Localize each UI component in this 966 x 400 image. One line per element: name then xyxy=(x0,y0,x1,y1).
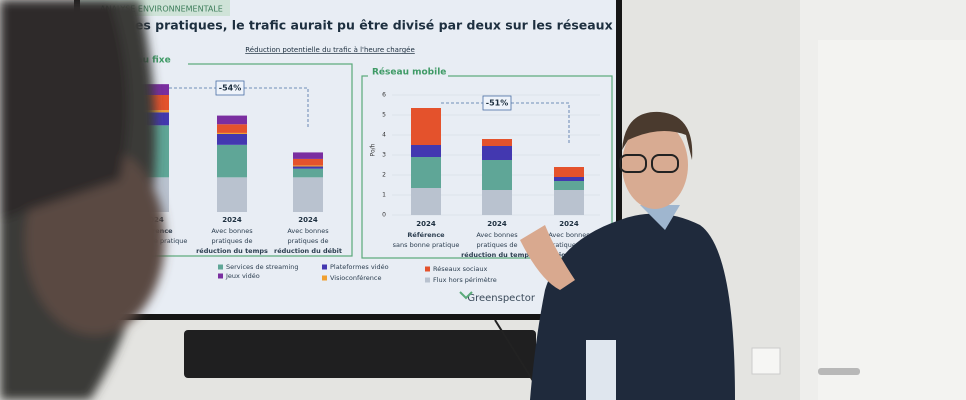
brand: Greenspector xyxy=(467,293,536,304)
bar-segment xyxy=(554,181,584,190)
bar-segment xyxy=(411,145,441,157)
bar-caption: Avec bonnes xyxy=(548,231,590,239)
bar-caption: pratiques de xyxy=(477,241,518,249)
bar-year: 2024 xyxy=(298,216,318,224)
panel-title-bg xyxy=(368,65,448,78)
bar-caption: Avec bonnes xyxy=(287,227,329,235)
bar-segment xyxy=(217,134,247,145)
bar-segment xyxy=(217,144,247,178)
legend-swatch xyxy=(218,273,223,279)
brand-logo xyxy=(459,291,473,300)
reduction-label: -54% xyxy=(219,84,241,93)
door-handle xyxy=(818,368,860,375)
bar-caption: réduction du temps xyxy=(461,251,533,259)
bar-segment xyxy=(139,84,169,95)
bar-segment xyxy=(554,190,584,215)
bar-caption: Référence xyxy=(407,231,445,239)
bar-year: 2024 xyxy=(559,220,579,228)
bar-segment xyxy=(411,108,441,145)
reduction-box xyxy=(482,95,512,111)
legend-label: Services de streaming xyxy=(226,263,299,271)
panel-frame xyxy=(361,75,613,259)
y-tick-label: 3 xyxy=(382,152,386,159)
y-axis-label: Po/h xyxy=(370,143,377,156)
bar-year: 2024 xyxy=(487,220,507,228)
glasses xyxy=(619,154,647,173)
slide-subtitle: Réduction potentielle du trafic à l'heur… xyxy=(245,46,415,54)
bar-segment xyxy=(293,165,323,167)
switch xyxy=(751,347,781,375)
y-tick-label: 4 xyxy=(382,132,386,139)
bar-caption: réduction du débit xyxy=(274,247,342,255)
y-tick-label: 2 xyxy=(382,172,386,179)
presenter-hair xyxy=(622,111,693,160)
reduction-label: -51% xyxy=(486,99,508,108)
panel-title: Réseau mobile xyxy=(372,67,446,78)
legend-swatch xyxy=(425,277,430,283)
glasses xyxy=(651,154,679,173)
screen xyxy=(80,0,616,314)
door-panel xyxy=(818,40,966,400)
foreground-person xyxy=(0,0,165,400)
bar-segment xyxy=(293,168,323,178)
y-tick-label: 6 xyxy=(382,92,386,99)
bar-year: 2024 xyxy=(222,216,242,224)
presenter-shirt xyxy=(640,205,680,230)
bar-segment xyxy=(293,152,323,159)
legend-swatch xyxy=(425,266,430,272)
presenter-jacket xyxy=(530,213,735,400)
legend-swatch xyxy=(218,264,223,270)
bar-caption: pratiques de xyxy=(288,237,329,245)
legend-swatch xyxy=(322,275,327,281)
presenter-head xyxy=(622,121,688,209)
bar-segment xyxy=(293,166,323,169)
bar-caption: réduction du temps xyxy=(196,247,268,255)
y-tick-label: 5 xyxy=(382,112,386,119)
presenter-hand xyxy=(520,225,575,290)
bar-segment xyxy=(217,124,247,133)
bar-caption: pratiques de xyxy=(212,237,253,245)
bar-segment xyxy=(217,115,247,125)
slide-title: Avec les bonnes pratiques, le trafic aur… xyxy=(37,18,612,33)
bar-segment xyxy=(554,177,584,181)
bar-caption: Avec bonnes xyxy=(211,227,253,235)
section: ANALYSE ENVIRONNEMENTALE xyxy=(100,5,223,14)
reduction-arrow xyxy=(169,87,309,128)
bar-caption: Avec bonnes xyxy=(476,231,518,239)
bar-segment xyxy=(482,146,512,160)
bar-segment xyxy=(482,139,512,146)
legend-swatch xyxy=(322,264,327,270)
bar-segment xyxy=(217,177,247,212)
y-tick-label: 0 xyxy=(382,212,386,219)
bar-segment xyxy=(411,157,441,188)
legend-label: Jeux vidéo xyxy=(225,272,260,280)
soundbar xyxy=(184,330,536,378)
reduction-box xyxy=(215,80,245,96)
legend-label: Flux hors périmètre xyxy=(433,276,497,284)
legend-label: Plateformes vidéo xyxy=(330,263,389,271)
y-tick-label: 1 xyxy=(382,192,386,199)
bar-segment xyxy=(217,132,247,134)
legend-label: Visioconférence xyxy=(330,274,381,282)
bar-segment xyxy=(554,167,584,177)
bar-year: 2024 xyxy=(416,220,436,228)
bar-caption: sans bonne pratique xyxy=(393,241,460,249)
legend-label: Réseaux sociaux xyxy=(433,265,487,273)
bar-segment xyxy=(482,190,512,215)
bar-segment xyxy=(411,188,441,215)
bar-segment xyxy=(293,177,323,212)
bar-segment xyxy=(482,160,512,190)
bar-segment xyxy=(293,158,323,166)
badge xyxy=(586,340,616,400)
bar-caption: pratiques de xyxy=(549,241,590,249)
